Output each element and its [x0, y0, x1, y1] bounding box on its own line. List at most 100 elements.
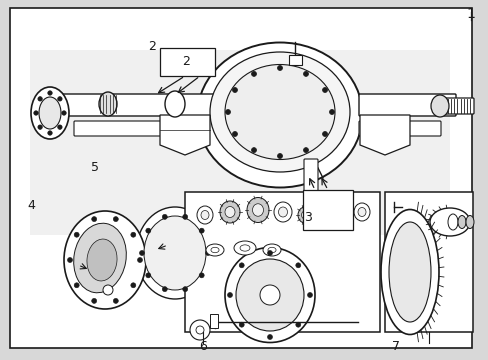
Circle shape: [295, 263, 300, 268]
Polygon shape: [160, 115, 209, 155]
Text: 3: 3: [304, 211, 311, 224]
Circle shape: [74, 232, 79, 237]
Ellipse shape: [278, 207, 287, 217]
Ellipse shape: [430, 95, 448, 117]
Circle shape: [137, 257, 142, 262]
Text: 2: 2: [147, 40, 155, 53]
Circle shape: [58, 96, 62, 101]
Circle shape: [267, 251, 272, 256]
Ellipse shape: [201, 211, 208, 220]
Ellipse shape: [335, 207, 349, 223]
Circle shape: [145, 228, 150, 233]
Circle shape: [91, 217, 97, 222]
Circle shape: [61, 111, 66, 115]
Circle shape: [67, 257, 72, 262]
Polygon shape: [359, 115, 409, 155]
Text: 7: 7: [391, 340, 399, 353]
Ellipse shape: [240, 245, 249, 251]
FancyBboxPatch shape: [304, 159, 317, 191]
Ellipse shape: [465, 216, 473, 229]
Circle shape: [196, 326, 203, 334]
Ellipse shape: [457, 216, 465, 229]
Ellipse shape: [224, 64, 334, 159]
Ellipse shape: [297, 207, 311, 223]
Circle shape: [38, 125, 42, 129]
Circle shape: [239, 322, 244, 327]
Ellipse shape: [252, 204, 263, 216]
Ellipse shape: [87, 239, 117, 281]
Ellipse shape: [224, 207, 235, 217]
Bar: [160, 48, 215, 76]
Circle shape: [162, 287, 167, 292]
Ellipse shape: [246, 198, 268, 222]
Bar: [184, 192, 379, 332]
Circle shape: [113, 217, 118, 222]
Circle shape: [322, 131, 327, 136]
Circle shape: [322, 87, 327, 93]
Ellipse shape: [301, 211, 308, 219]
Bar: [288, 55, 302, 65]
Ellipse shape: [210, 247, 219, 253]
Circle shape: [139, 251, 144, 256]
Circle shape: [303, 148, 308, 153]
Ellipse shape: [224, 248, 314, 342]
Circle shape: [227, 292, 232, 297]
Circle shape: [303, 71, 308, 76]
Text: 2: 2: [182, 54, 189, 68]
Circle shape: [232, 87, 237, 93]
Circle shape: [225, 109, 230, 114]
Circle shape: [162, 214, 167, 219]
Ellipse shape: [164, 91, 184, 117]
Bar: [30, 50, 449, 235]
Ellipse shape: [234, 241, 256, 255]
Bar: [209, 314, 218, 328]
Ellipse shape: [74, 223, 126, 293]
Circle shape: [131, 283, 136, 288]
Circle shape: [113, 298, 118, 303]
FancyBboxPatch shape: [74, 121, 196, 136]
Circle shape: [183, 287, 187, 292]
Circle shape: [199, 228, 204, 233]
Ellipse shape: [205, 244, 224, 256]
Ellipse shape: [209, 52, 349, 172]
Ellipse shape: [31, 87, 69, 139]
Circle shape: [48, 91, 52, 95]
Ellipse shape: [353, 203, 369, 221]
Text: 1: 1: [465, 7, 474, 21]
Circle shape: [232, 131, 237, 136]
Circle shape: [183, 214, 187, 219]
Circle shape: [205, 251, 210, 256]
Circle shape: [131, 232, 136, 237]
Ellipse shape: [357, 207, 365, 216]
Ellipse shape: [143, 216, 205, 290]
Text: 4: 4: [28, 199, 36, 212]
Circle shape: [48, 131, 52, 135]
Ellipse shape: [236, 259, 304, 331]
Ellipse shape: [263, 244, 281, 256]
Circle shape: [38, 96, 42, 101]
Ellipse shape: [339, 211, 346, 219]
Ellipse shape: [380, 210, 438, 334]
Ellipse shape: [99, 92, 117, 116]
Circle shape: [145, 273, 150, 278]
Circle shape: [295, 322, 300, 327]
Bar: [303, 190, 352, 230]
Ellipse shape: [321, 215, 327, 221]
Circle shape: [267, 334, 272, 339]
Ellipse shape: [388, 222, 430, 322]
FancyBboxPatch shape: [358, 94, 455, 116]
Ellipse shape: [318, 211, 330, 225]
Circle shape: [239, 263, 244, 268]
Circle shape: [58, 125, 62, 129]
Ellipse shape: [220, 201, 240, 223]
Circle shape: [277, 66, 282, 71]
Ellipse shape: [197, 42, 362, 188]
Circle shape: [34, 111, 38, 115]
Circle shape: [103, 285, 113, 295]
Circle shape: [91, 298, 97, 303]
Circle shape: [251, 148, 256, 153]
Ellipse shape: [197, 206, 213, 224]
Ellipse shape: [273, 202, 291, 222]
Ellipse shape: [447, 214, 457, 230]
Circle shape: [74, 283, 79, 288]
